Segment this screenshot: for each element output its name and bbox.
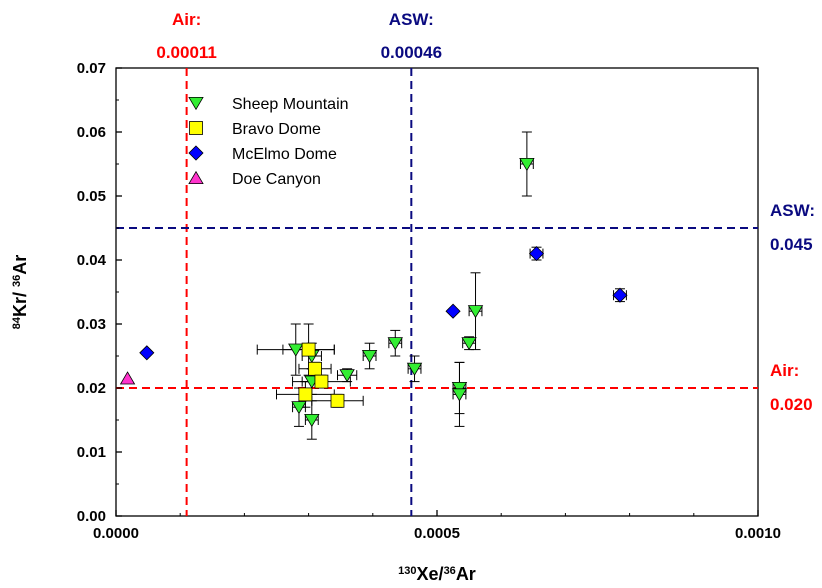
data-point-mcelmo-dome — [612, 287, 628, 303]
axis-title-superscript: 130 — [398, 565, 416, 577]
data-point-mcelmo-dome — [445, 303, 461, 319]
legend-marker-sheep-mountain — [188, 97, 204, 111]
x-tick-label: 0.0000 — [93, 525, 139, 542]
data-point-mcelmo-dome — [139, 345, 155, 361]
axis-title-text: Ar — [10, 255, 30, 275]
axis-title-superscript: 36 — [11, 275, 23, 287]
legend-marker-bravo-dome — [189, 121, 203, 135]
y-tick-label: 0.00 — [77, 508, 106, 525]
y-tick-label: 0.05 — [77, 188, 106, 205]
y-axis-title: 84Kr/ 36Ar — [10, 255, 30, 330]
reference-label-value: 0.045 — [770, 235, 813, 254]
data-point-bravo-dome — [301, 342, 316, 357]
axis-title-superscript: 36 — [444, 565, 456, 577]
legend-label-bravo-dome: Bravo Dome — [232, 121, 321, 138]
reference-label-line1: Air: — [770, 361, 799, 380]
x-tick-label: 0.0010 — [735, 525, 781, 542]
legend: Sheep Mountain Bravo Dome McElmo Dome Doe C… — [188, 96, 349, 188]
plot-area-frame — [115, 67, 759, 517]
x-axis-title: 130Xe/36Ar — [398, 564, 476, 584]
data-point-doe-canyon — [119, 371, 136, 385]
y-tick-label: 0.01 — [77, 444, 106, 461]
y-tick-label: 0.03 — [77, 316, 106, 333]
reference-label-value: 0.020 — [770, 395, 813, 414]
axis-ticks: 0.00 0.01 0.02 0.03 0.04 0.05 0.06 0.07 0.0000 0.… — [77, 60, 781, 542]
axis-title-text: Ar — [456, 564, 476, 584]
data-point-bravo-dome — [314, 374, 329, 389]
axis-title-text: Kr/ — [10, 287, 30, 317]
axis-title-text: Xe/ — [417, 564, 444, 584]
legend-label-sheep-mountain: Sheep Mountain — [232, 96, 349, 113]
data-point-bravo-dome — [298, 387, 313, 402]
axis-title-superscript: 84 — [11, 316, 23, 329]
data-point-sheep-mountain — [461, 337, 477, 351]
reference-label-line1: ASW: — [770, 201, 815, 220]
legend-label-doe-canyon: Doe Canyon — [232, 171, 321, 188]
data-point-sheep-mountain — [451, 381, 468, 396]
legend-marker-mcelmo-dome — [188, 145, 204, 161]
data-point-sheep-mountain — [304, 413, 320, 428]
y-tick-label: 0.02 — [77, 380, 106, 397]
reference-label-value: 0.00046 — [381, 43, 442, 62]
legend-marker-doe-canyon — [188, 170, 204, 185]
data-point-sheep-mountain — [406, 362, 423, 376]
reference-label-line1: ASW: — [389, 10, 434, 29]
data-point-sheep-mountain — [339, 369, 355, 383]
data-markers — [119, 157, 628, 428]
data-point-bravo-dome — [308, 361, 322, 376]
data-point-sheep-mountain — [519, 157, 535, 172]
data-point-sheep-mountain — [467, 305, 484, 319]
y-tick-label: 0.06 — [77, 124, 106, 141]
reference-lines: Air: 0.00011 ASW: 0.00046 ASW: 0.045 Air: 0.020 — [116, 10, 815, 516]
data-point-bravo-dome — [330, 393, 345, 408]
legend-label-mcelmo-dome: McElmo Dome — [232, 146, 337, 163]
data-point-sheep-mountain — [387, 337, 403, 351]
data-point-sheep-mountain — [291, 401, 307, 415]
data-point-sheep-mountain — [451, 388, 468, 402]
data-point-sheep-mountain — [288, 343, 304, 357]
reference-label-value: 0.00011 — [156, 43, 217, 62]
y-tick-label: 0.04 — [77, 252, 107, 269]
x-tick-label: 0.0005 — [414, 525, 460, 542]
data-point-mcelmo-dome — [528, 246, 545, 262]
reference-label-line1: Air: — [172, 10, 201, 29]
y-tick-label: 0.07 — [77, 60, 106, 77]
data-point-sheep-mountain — [361, 349, 378, 364]
